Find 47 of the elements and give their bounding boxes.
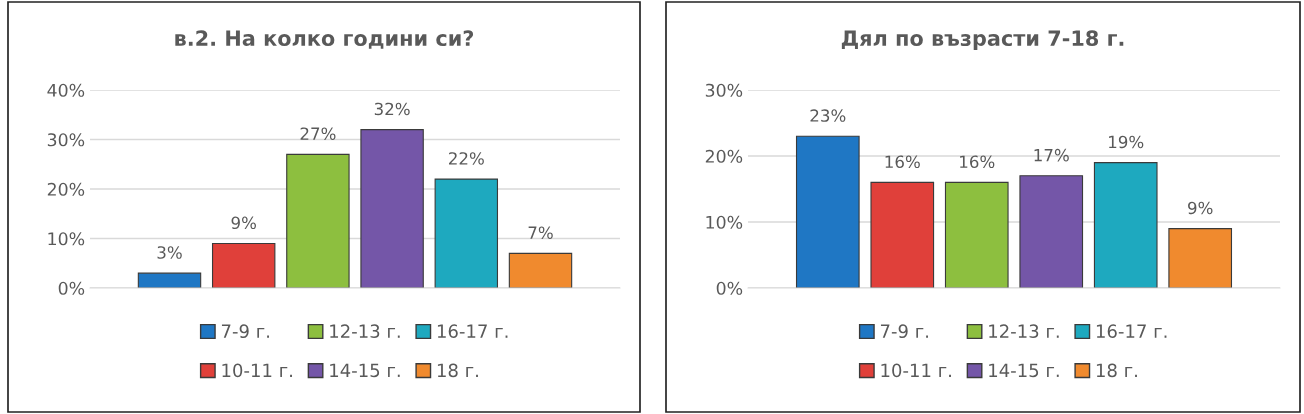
data-label: 9% <box>231 216 256 230</box>
data-label: 9% <box>1188 201 1213 215</box>
data-label: 16% <box>960 155 995 169</box>
data-label: 16% <box>885 155 920 169</box>
legend-label: 7-9 г. <box>221 324 269 339</box>
bar <box>286 153 350 288</box>
bar <box>870 181 935 288</box>
legend-label: 18 г. <box>437 363 478 378</box>
y-tick-label: 10% <box>706 215 743 229</box>
data-label: 19% <box>1109 135 1144 149</box>
legend-label: 12-13 г. <box>989 324 1059 339</box>
bar <box>1019 175 1084 288</box>
bar <box>944 181 1009 288</box>
y-tick-label: 0% <box>716 281 743 295</box>
y-tick-label: 30% <box>705 83 743 97</box>
data-label: 23% <box>810 109 846 122</box>
y-tick-label: 20% <box>705 149 743 163</box>
legend-label: 16-17 г. <box>437 324 508 339</box>
y-tick-label: 0% <box>58 281 85 295</box>
y-tick-label: 40% <box>47 83 85 97</box>
legend-label: 7-9 г. <box>880 324 928 339</box>
bar <box>434 178 499 288</box>
data-label: 3% <box>157 246 182 259</box>
data-label: 17% <box>1034 148 1069 162</box>
y-tick-label: 20% <box>47 182 85 196</box>
legend-label: 10-11 г. <box>222 363 292 378</box>
data-label: 32% <box>374 102 410 116</box>
legend-label: 12-13 г. <box>330 324 400 339</box>
legend-label: 14-15 г. <box>989 363 1059 378</box>
bar <box>211 242 276 288</box>
bar <box>795 135 860 288</box>
chart-title: в.2. На колко години си? <box>175 30 474 49</box>
legend-label: 16-17 г. <box>1096 324 1167 339</box>
data-label: 7% <box>528 226 553 240</box>
bar <box>1168 228 1233 288</box>
data-label: 27% <box>300 127 336 141</box>
chart-title: Дял по възрасти 7-18 г. <box>841 30 1124 51</box>
legend-label: 14-15 г. <box>330 363 400 378</box>
bar <box>360 129 424 288</box>
data-label: 22% <box>449 152 484 165</box>
bar <box>137 272 202 288</box>
bar <box>1093 162 1158 288</box>
bar <box>508 252 573 288</box>
y-tick-label: 10% <box>48 232 85 246</box>
y-tick-label: 30% <box>47 133 85 147</box>
legend-label: 10-11 г. <box>881 363 951 378</box>
legend-label: 18 г. <box>1096 363 1137 378</box>
